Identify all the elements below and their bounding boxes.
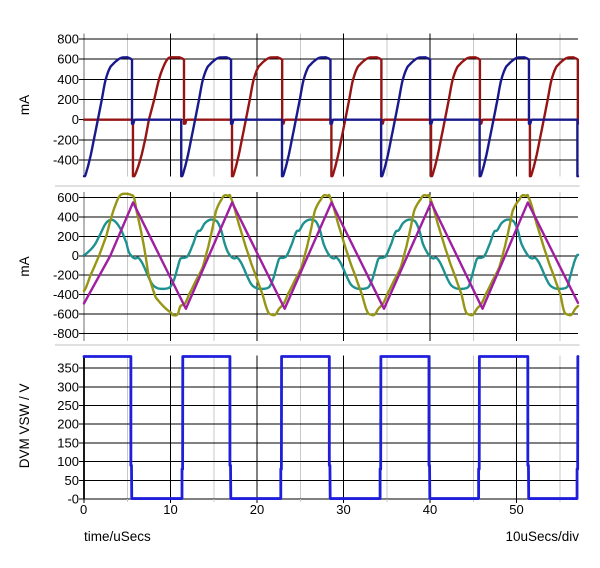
svg-text:-800: -800 [53, 326, 79, 341]
svg-text:-200: -200 [53, 132, 79, 147]
svg-text:-0: -0 [67, 492, 79, 507]
svg-text:50: 50 [65, 473, 79, 488]
svg-text:400: 400 [57, 209, 79, 224]
svg-text:40: 40 [423, 502, 437, 517]
svg-text:DVM VSW / V: DVM VSW / V [17, 384, 32, 469]
svg-text:-600: -600 [53, 307, 79, 322]
svg-text:mA: mA [17, 256, 32, 276]
svg-text:400: 400 [57, 72, 79, 87]
svg-text:time/uSecs: time/uSecs [84, 529, 151, 544]
svg-text:30: 30 [336, 502, 350, 517]
svg-text:mA: mA [17, 95, 32, 115]
svg-text:0: 0 [72, 248, 79, 263]
svg-text:100: 100 [57, 454, 79, 469]
svg-text:-200: -200 [53, 268, 79, 283]
svg-text:600: 600 [57, 190, 79, 205]
svg-text:600: 600 [57, 52, 79, 67]
svg-text:800: 800 [57, 31, 79, 46]
svg-text:250: 250 [57, 398, 79, 413]
svg-text:10: 10 [163, 502, 177, 517]
svg-text:10uSecs/div: 10uSecs/div [505, 529, 579, 544]
svg-text:50: 50 [509, 502, 523, 517]
svg-text:-400: -400 [53, 153, 79, 168]
svg-text:350: 350 [57, 361, 79, 376]
svg-text:300: 300 [57, 379, 79, 394]
svg-text:200: 200 [57, 417, 79, 432]
svg-text:0: 0 [80, 502, 87, 517]
svg-text:200: 200 [57, 92, 79, 107]
svg-text:200: 200 [57, 229, 79, 244]
svg-text:20: 20 [250, 502, 264, 517]
svg-text:0: 0 [72, 112, 79, 127]
svg-text:150: 150 [57, 435, 79, 450]
svg-text:-400: -400 [53, 287, 79, 302]
